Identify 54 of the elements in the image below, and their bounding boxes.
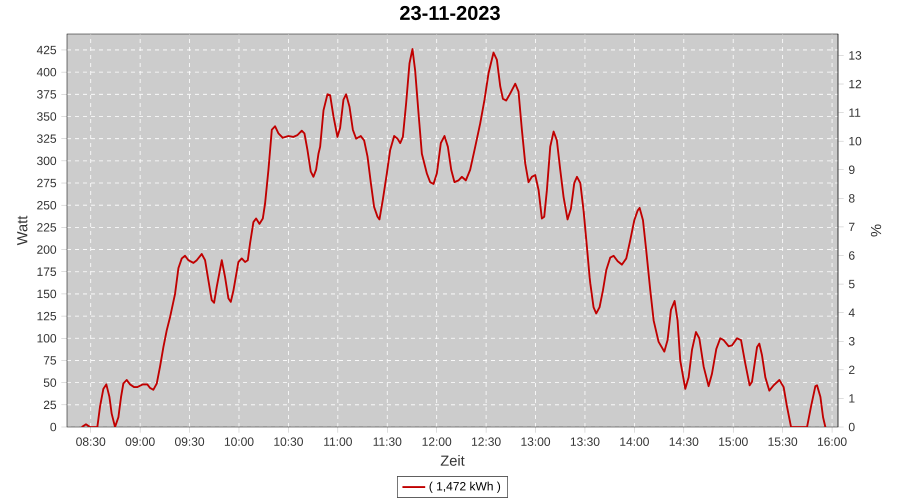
x-tick-label: 10:00 (224, 437, 254, 446)
y2-tick-label: 2 (849, 366, 854, 374)
x-tick-label: 14:30 (670, 437, 698, 446)
x-tick-label: 15:00 (719, 437, 748, 446)
x-tick-label: 16:00 (818, 437, 847, 446)
y-tick-label: 350 (37, 112, 56, 121)
y2-axis-title: % (870, 224, 882, 236)
x-tick-label: 11:30 (374, 437, 402, 446)
y-tick-label: 250 (37, 200, 56, 210)
y2-tick-label: 4 (848, 308, 855, 317)
y-axis-title: Watt (17, 216, 28, 246)
y2-tick-label: 7 (849, 222, 854, 232)
y2-tick-label: 13 (849, 51, 862, 60)
x-tick-label: 10:30 (274, 437, 303, 446)
x-tick-label: 11:00 (324, 437, 352, 446)
y-tick-label: 225 (37, 223, 56, 232)
y-tick-label: 150 (37, 290, 56, 298)
x-tick-label: 13:00 (521, 437, 550, 446)
y-tick-label: 425 (36, 46, 56, 54)
y2-tick-label: 1 (849, 394, 854, 403)
y-tick-label: 325 (37, 134, 56, 143)
y2-tick-label: 3 (848, 337, 855, 346)
x-axis-title: Zeit (440, 455, 465, 466)
y2-tick-label: 9 (848, 166, 855, 174)
line-series (80, 48, 826, 427)
y2-tick-label: 10 (849, 136, 862, 146)
x-tick-label: 12:30 (472, 437, 501, 446)
y-tick-label: 400 (36, 68, 56, 76)
y2-tick-label: 5 (848, 280, 855, 288)
y-tick-label: 275 (37, 178, 56, 188)
x-tick-label: 08:30 (76, 437, 106, 446)
y2-tick-label: 6 (849, 251, 855, 260)
legend-label: ( 1,472 kWh ) (430, 482, 500, 493)
y-tick-label: 50 (44, 378, 56, 387)
x-tick-label: 13:30 (570, 437, 600, 446)
x-tick-label: 12:00 (422, 437, 452, 446)
y-tick-label: 75 (44, 356, 56, 365)
x-tick-label: 14:00 (620, 437, 649, 446)
x-tick-label: 09:30 (175, 437, 204, 446)
y-tick-label: 175 (37, 268, 56, 276)
chart-title: 23-11-2023 (400, 6, 500, 20)
y-tick-label: 25 (44, 400, 56, 410)
x-tick-label: 09:00 (126, 437, 155, 446)
y-tick-label: 100 (37, 334, 56, 343)
y2-tick-label: 12 (849, 80, 862, 88)
y-tick-label: 200 (37, 245, 56, 254)
y-tick-label: 125 (37, 312, 56, 320)
y-tick-label: 375 (37, 90, 56, 99)
y2-tick-label: 11 (849, 108, 860, 117)
x-tick-label: 15:30 (768, 437, 798, 446)
y-tick-label: 300 (37, 156, 56, 166)
y2-tick-label: 0 (848, 422, 855, 432)
y-tick-label: 0 (50, 422, 56, 432)
y2-tick-label: 8 (848, 194, 855, 203)
